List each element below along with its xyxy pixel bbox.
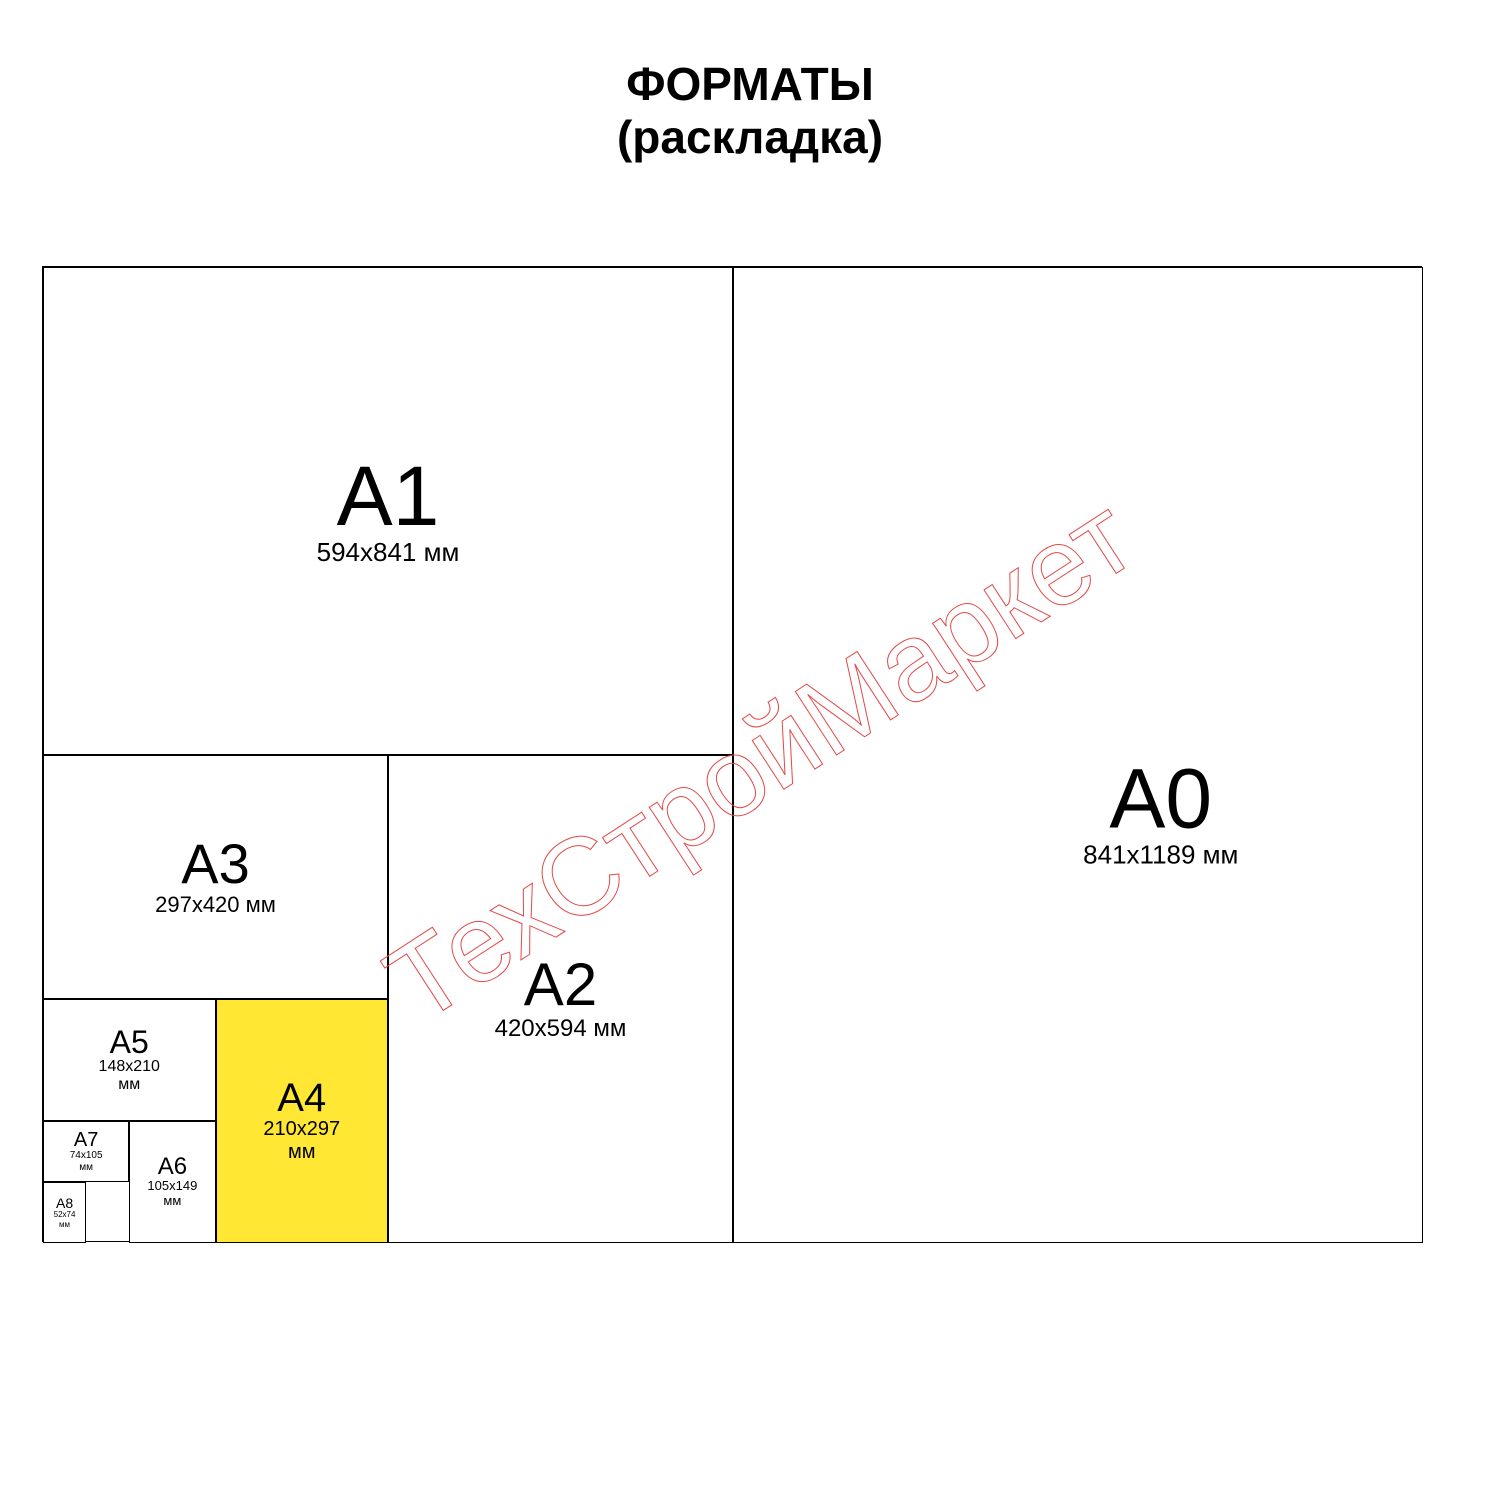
format-a8-name: A8 [56, 1196, 73, 1210]
format-a6: A6105x149 мм [129, 1121, 215, 1243]
format-a5: A5148x210 мм [43, 999, 216, 1121]
format-a0-dims: 841x1189 мм [1083, 841, 1238, 871]
format-a2-name: A2 [524, 955, 597, 1015]
format-a8-dims: 52x74 мм [54, 1210, 76, 1228]
title: ФОРМАТЫ (раскладка) [0, 58, 1500, 164]
format-a5-name: A5 [110, 1026, 149, 1058]
format-a1-name: A1 [337, 454, 440, 538]
format-a5-dims: 148x210 мм [99, 1058, 160, 1095]
format-a7: A774x105 мм [43, 1121, 129, 1182]
format-a3-dims: 297x420 мм [155, 892, 276, 917]
format-a4-name: A4 [277, 1078, 326, 1118]
format-a7-name: A7 [74, 1130, 98, 1150]
format-a4: A4210x297 мм [216, 999, 389, 1243]
format-a4-dims: 210x297 мм [263, 1118, 340, 1164]
format-a1: A1594x841 мм [43, 267, 733, 755]
format-a1-dims: 594x841 мм [317, 538, 460, 568]
format-a0: A0841x1189 мм [733, 267, 1423, 1243]
format-a6-name: A6 [158, 1155, 187, 1179]
title-line2: (раскладка) [0, 111, 1500, 164]
format-a2-dims: 420x594 мм [495, 1015, 627, 1043]
title-line1: ФОРМАТЫ [0, 58, 1500, 111]
format-a0-name: A0 [1109, 757, 1212, 841]
formats-diagram: A0841x1189 ммA1594x841 ммA2420x594 ммA32… [42, 266, 1422, 1242]
page: ФОРМАТЫ (раскладка) A0841x1189 ммA1594x8… [0, 0, 1500, 1500]
format-a3: A3297x420 мм [43, 755, 388, 999]
format-a3-name: A3 [181, 836, 250, 892]
format-a6-dims: 105x149 мм [147, 1179, 197, 1209]
format-a2: A2420x594 мм [388, 755, 733, 1243]
format-a8: A852x74 мм [43, 1182, 86, 1243]
format-a7-dims: 74x105 мм [70, 1150, 103, 1173]
